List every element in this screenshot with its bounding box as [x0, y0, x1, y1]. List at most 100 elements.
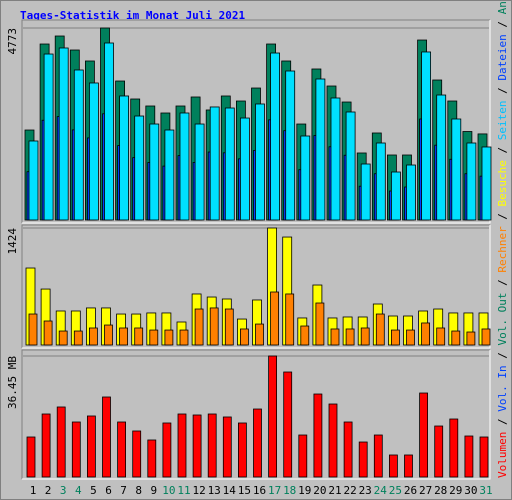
bar: [224, 107, 235, 221]
bar: [451, 330, 461, 346]
bar: [149, 329, 159, 346]
x-tick-label: 21: [328, 484, 341, 497]
bar: [270, 52, 281, 221]
bar: [285, 293, 295, 346]
bar: [360, 327, 370, 346]
bar: [104, 324, 113, 346]
bar: [239, 328, 249, 346]
bar: [315, 302, 325, 346]
bar: [43, 53, 54, 221]
chart-title: Tages-Statistik im Monat Juli 2021: [20, 9, 246, 22]
bar: [270, 291, 280, 346]
bar: [222, 416, 232, 478]
x-tick-label: 3: [60, 484, 67, 497]
x-tick-label: 18: [283, 484, 296, 497]
bar: [209, 307, 219, 346]
bar: [421, 322, 431, 346]
bar: [330, 97, 341, 221]
bar: [209, 106, 220, 221]
x-tick-label: 4: [75, 484, 82, 497]
legend-entry: Vol. In: [496, 365, 509, 411]
bar: [194, 308, 204, 346]
bar: [406, 164, 416, 221]
bar: [56, 406, 66, 478]
legend-separator: /: [496, 14, 509, 34]
legend-separator: /: [496, 81, 509, 101]
bar: [406, 329, 415, 346]
bar: [313, 393, 323, 478]
bar: [253, 408, 262, 478]
bar: [87, 415, 96, 478]
bar: [28, 140, 39, 221]
legend-entry: Volumen: [496, 432, 509, 478]
panel-highlight: [22, 225, 491, 349]
legend-entry: Besuche: [496, 160, 509, 206]
bar: [449, 418, 459, 478]
x-tick-label: 13: [208, 484, 221, 497]
bar: [328, 403, 338, 478]
x-tick-label: 14: [223, 484, 237, 497]
bar: [119, 327, 128, 346]
x-tick-label: 5: [90, 484, 97, 497]
bar: [43, 320, 53, 346]
bar: [283, 371, 293, 478]
bar: [164, 129, 175, 221]
bar: [192, 414, 202, 478]
bar: [119, 95, 129, 221]
bar: [73, 330, 83, 346]
x-tick-label: 28: [434, 484, 447, 497]
bar: [224, 308, 234, 346]
bar: [255, 323, 264, 346]
bar: [345, 328, 355, 346]
x-tick-label: 31: [479, 484, 492, 497]
x-tick-label: 26: [404, 484, 417, 497]
bar: [89, 327, 98, 346]
y-tick-label: 4773: [6, 28, 19, 55]
bar: [179, 329, 189, 346]
y-tick-label: 36.45 MB: [6, 356, 19, 409]
bar: [255, 103, 265, 221]
x-tick-label: 7: [120, 484, 127, 497]
bar: [360, 163, 371, 221]
bar: [134, 327, 144, 346]
bar: [421, 51, 432, 221]
legend-entry: Anfragen: [496, 0, 509, 14]
bar: [300, 135, 311, 221]
legend-entry: Dateien: [496, 34, 509, 80]
bar: [41, 413, 51, 478]
bar: [330, 328, 340, 346]
bar: [177, 413, 187, 478]
legend-entry: Rechner: [496, 226, 509, 273]
x-tick-label: 1: [30, 484, 37, 497]
bar: [436, 327, 446, 346]
bar: [481, 146, 492, 221]
bar: [390, 171, 401, 221]
bar: [268, 355, 278, 478]
bar: [26, 436, 36, 478]
legend-separator: /: [496, 140, 509, 160]
bar: [117, 421, 126, 478]
panel-highlight: [22, 350, 491, 480]
bar: [237, 422, 247, 478]
panel-highlight: [22, 20, 491, 224]
legend-entry: Seiten: [496, 100, 509, 140]
x-tick-label: 12: [192, 484, 205, 497]
bar: [207, 413, 217, 478]
x-tick-label: 24: [374, 484, 388, 497]
panel-shadow: [21, 349, 490, 479]
bar: [345, 111, 356, 221]
bar: [179, 112, 190, 221]
bar: [147, 439, 157, 478]
bar: [89, 82, 99, 221]
bar: [343, 421, 353, 478]
x-tick-label: 25: [389, 484, 402, 497]
bar: [104, 42, 114, 221]
bar: [58, 330, 68, 346]
bar: [451, 118, 462, 221]
bar: [466, 142, 477, 221]
bar: [434, 425, 444, 478]
x-tick-label: 27: [419, 484, 432, 497]
x-tick-label: 30: [464, 484, 477, 497]
bar: [300, 325, 310, 346]
bar: [134, 115, 145, 221]
